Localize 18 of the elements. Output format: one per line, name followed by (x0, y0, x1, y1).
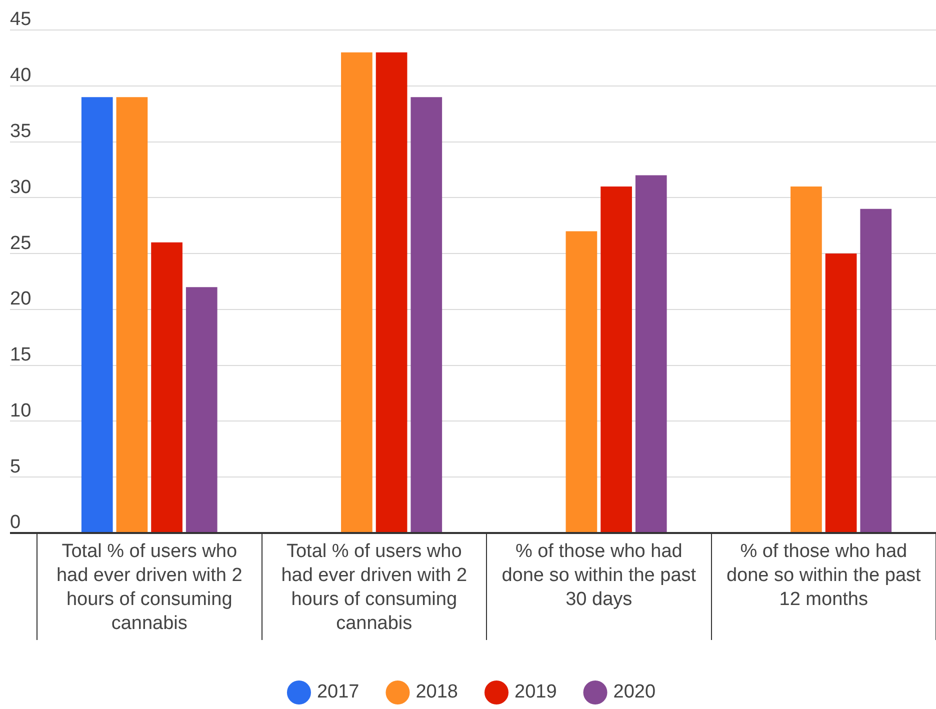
y-tick-label: 5 (10, 456, 21, 478)
x-tick-label: % of those who had done so within the past 30 days (502, 541, 697, 610)
x-tick-label: Total % of users who had ever driven with 2 hours of consuming cannabis (56, 541, 242, 634)
x-tick-label: Total % of users who had ever driven with 2 hours of consuming cannabis (281, 541, 468, 634)
y-tick-label: 10 (10, 400, 32, 422)
y-tick-label: 0 (10, 512, 21, 534)
y-tick-label: 20 (10, 288, 32, 310)
y-tick-label: 45 (10, 9, 32, 30)
legend-label: 2020 (613, 682, 656, 703)
y-tick-label: 35 (10, 121, 32, 142)
y-tick-label: 15 (10, 344, 32, 366)
legend-label: 2017 (316, 682, 360, 703)
legend-label: 2018 (416, 682, 458, 703)
y-tick-label: 25 (10, 232, 32, 254)
x-tick-label: % of those who had done so within the past 12 months (726, 541, 922, 610)
y-tick-label: 40 (10, 65, 32, 86)
y-tick-label: 30 (10, 176, 32, 198)
legend-label: 2019 (514, 682, 557, 703)
